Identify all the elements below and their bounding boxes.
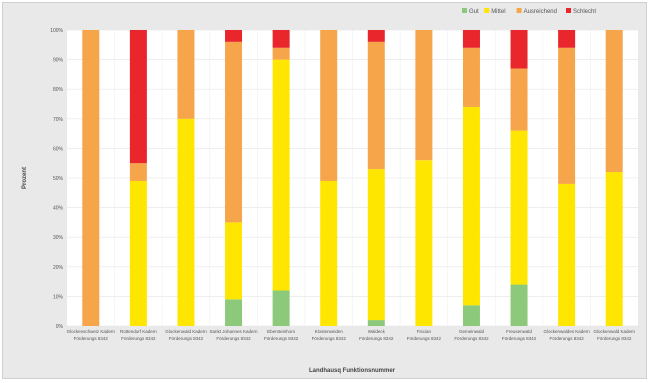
- x-category-label: Gemeinwald: [459, 329, 485, 334]
- y-tick-label: 10%: [53, 294, 64, 300]
- x-category-label: Waldeck: [368, 329, 386, 334]
- x-axis-title: Landhausq Funktionsnummer: [309, 368, 396, 374]
- legend-label: Ausreichend: [524, 9, 557, 15]
- y-axis-title: Prozent: [22, 167, 28, 189]
- y-tick-label: 100%: [50, 28, 63, 34]
- legend: Gut Mittel Ausreichend Schlecht: [462, 8, 596, 15]
- bar-segment-schlecht: [129, 30, 147, 164]
- x-category-label: Glockenwald Kadern: [593, 329, 635, 334]
- bar-segment-schlecht: [462, 30, 480, 48]
- x-category-label: Glockenwaldes Kadern: [543, 329, 590, 334]
- x-category-label: Klosterweiden: [315, 329, 344, 334]
- legend-label: Gut: [469, 9, 479, 15]
- y-tick-label: 30%: [53, 235, 64, 241]
- bar-segment-schlecht: [272, 30, 290, 48]
- x-category-label: Rottendorf Kadern: [120, 329, 157, 334]
- y-tick-label: 40%: [53, 206, 64, 212]
- x-category-label: Förderungs 8342: [264, 336, 299, 341]
- bar-segment-gut: [462, 305, 480, 326]
- bar-segment-ausreichend: [320, 30, 338, 181]
- grid-lines: [67, 29, 638, 327]
- bar-segment-mittel: [415, 160, 433, 326]
- bar-segment-gut: [225, 299, 243, 326]
- legend-swatch: [462, 8, 467, 13]
- x-category-label: Förderungs 8342: [407, 336, 442, 341]
- bar-segment-ausreichend: [225, 41, 243, 223]
- y-tick-label: 90%: [53, 58, 64, 64]
- x-category-label: Förderungs 8342: [216, 336, 251, 341]
- x-category-label: Glockenschweiz Kadern: [67, 329, 116, 334]
- bar-segment-ausreichend: [82, 30, 100, 326]
- x-category-label: Glockenwald Kadern: [165, 329, 207, 334]
- y-tick-label: 80%: [53, 87, 64, 93]
- x-category-label: Förderungs 8342: [312, 336, 347, 341]
- y-tick-label: 20%: [53, 265, 64, 271]
- bar-segment-mittel: [320, 180, 338, 326]
- x-category-label: Förderungs 8342: [169, 336, 204, 341]
- x-category-label: Förderungs 8342: [454, 336, 489, 341]
- bar-segment-gut: [367, 320, 385, 326]
- bar-segment-mittel: [462, 106, 480, 306]
- x-category-label: Fiscian: [417, 329, 432, 334]
- bar-segment-mittel: [177, 118, 195, 326]
- x-category-labels: Glockenschweiz Kadern Förderungs 8342 Rott…: [67, 329, 636, 341]
- y-tick-label: 0%: [56, 324, 64, 330]
- legend-swatch: [566, 8, 571, 13]
- bar-segment-gut: [272, 290, 290, 326]
- x-category-label: Ebersteinhorn: [267, 329, 296, 334]
- bar-segment-ausreichend: [129, 163, 147, 181]
- bar-segment-mittel: [558, 183, 576, 326]
- bar-stacks: [82, 30, 623, 326]
- bar-segment-ausreichend: [605, 30, 623, 173]
- bar-segment-schlecht: [558, 30, 576, 48]
- x-category-label: Sankt Johannes Kadern: [210, 329, 259, 334]
- bar-segment-ausreichend: [462, 47, 480, 107]
- y-tick-label: 60%: [53, 146, 64, 152]
- bar-segment-ausreichend: [177, 30, 195, 119]
- bar-segment-ausreichend: [415, 30, 433, 161]
- bar-segment-ausreichend: [510, 68, 528, 131]
- x-category-label: Freusenwald: [506, 329, 532, 334]
- x-category-label: Förderungs 8342: [359, 336, 394, 341]
- bar-segment-schlecht: [510, 30, 528, 69]
- y-tick-label: 50%: [53, 176, 64, 182]
- x-category-label: Förderungs 8342: [502, 336, 537, 341]
- x-category-label: Förderungs 8342: [121, 336, 156, 341]
- legend-label: Mittel: [491, 9, 505, 15]
- bar-segment-gut: [510, 284, 528, 326]
- bar-segment-mittel: [367, 169, 385, 321]
- bar-segment-ausreichend: [558, 47, 576, 184]
- x-category-label: Förderungs 8342: [597, 336, 632, 341]
- bar-segment-mittel: [272, 59, 290, 291]
- x-category-label: Förderungs 8342: [74, 336, 109, 341]
- bar-segment-mittel: [605, 172, 623, 326]
- legend-label: Schlecht: [573, 9, 596, 15]
- legend-swatch: [484, 8, 490, 13]
- bar-segment-schlecht: [225, 30, 243, 42]
- bar-segment-schlecht: [367, 30, 385, 42]
- x-category-label: Förderungs 8342: [549, 336, 584, 341]
- legend-swatch: [516, 8, 522, 13]
- y-tick-labels: 0% 10% 20% 30% 40% 50% 60% 70% 80% 90% 100%: [50, 28, 63, 330]
- y-tick-label: 70%: [53, 117, 64, 123]
- bar-segment-mittel: [510, 130, 528, 285]
- bar-segment-mittel: [225, 222, 243, 300]
- bar-segment-ausreichend: [367, 41, 385, 170]
- bar-segment-mittel: [129, 180, 147, 326]
- bar-segment-ausreichend: [272, 47, 290, 60]
